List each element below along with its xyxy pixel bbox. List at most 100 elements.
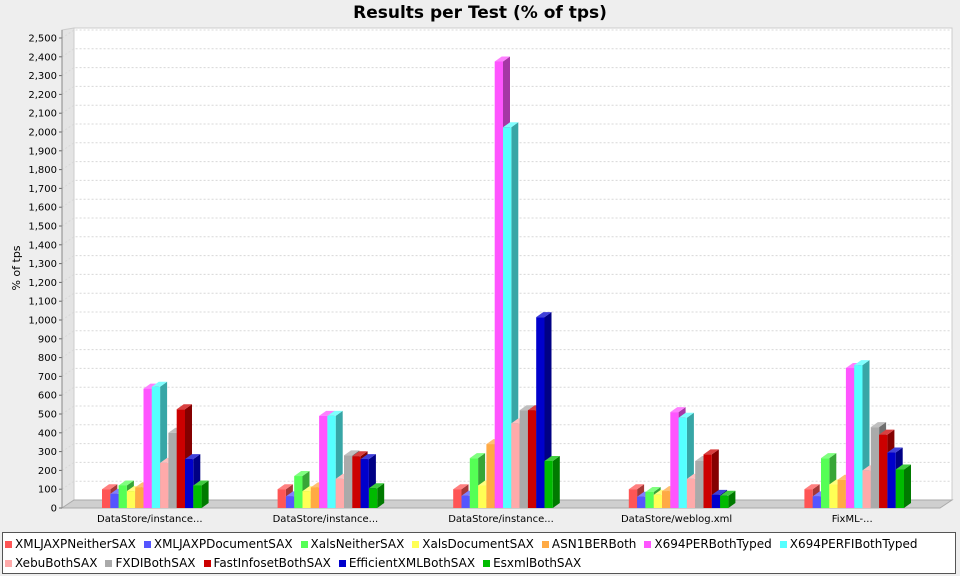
bar-top (670, 407, 686, 413)
legend-swatch (541, 540, 549, 548)
gridline (61, 255, 952, 265)
bar-top (494, 56, 510, 62)
legend-swatch (644, 540, 652, 548)
y-tick-label: 1,800 (28, 165, 57, 176)
bar-front (536, 317, 545, 508)
bar-top (193, 480, 209, 486)
bar-front (368, 488, 378, 508)
bar-front (678, 417, 687, 508)
bar-front (135, 487, 144, 508)
y-tick-label: 900 (38, 334, 57, 345)
y-tick-label: 1,600 (28, 203, 57, 214)
y-tick-label: 1,200 (28, 278, 57, 289)
bar-front (703, 454, 712, 508)
legend-item: FastInfosetBothSAX (203, 555, 331, 571)
bar-top (360, 454, 376, 460)
bar-front (494, 61, 503, 508)
bar-top (870, 422, 887, 428)
y-tick-label: 200 (38, 466, 57, 477)
bar-top (645, 487, 661, 493)
bar-top (319, 410, 335, 416)
bar-front (645, 492, 654, 508)
legend-label: X694PERFIBothTyped (789, 537, 918, 551)
bar-front (285, 496, 295, 508)
y-tick-label: 100 (38, 485, 57, 496)
gridline (61, 405, 952, 415)
y-tick-label: 500 (38, 410, 57, 421)
legend-label: XalsNeitherSAX (310, 537, 405, 551)
bars (102, 56, 911, 509)
legend-item: XalsDocumentSAX (412, 536, 534, 552)
x-category-label: DataStore/instance... (97, 514, 203, 525)
bar-front (294, 476, 303, 508)
y-tick-label: 2,300 (28, 71, 57, 82)
bar-front (143, 388, 152, 508)
bar-top (185, 454, 201, 460)
legend-item: ASN1BERBoth (541, 536, 636, 552)
bar (895, 464, 911, 508)
bar (368, 483, 385, 508)
bar-front (527, 410, 537, 508)
gridline (61, 123, 952, 133)
gridline (61, 179, 952, 189)
bar-front (486, 444, 495, 508)
bar-front (695, 461, 704, 508)
bar-top (469, 453, 486, 459)
y-tick-label: 700 (38, 372, 57, 383)
legend-swatch (483, 559, 491, 567)
bar-side (728, 490, 736, 508)
bar-front (511, 423, 520, 508)
bar-top (503, 122, 519, 128)
gridline (61, 142, 952, 152)
bar-top (879, 429, 895, 435)
bar-side (904, 464, 911, 508)
legend-item: XebuBothSAX (5, 555, 97, 571)
bar-top (821, 453, 837, 459)
legend-item: EfficientXMLBothSAX (338, 555, 475, 571)
bar-front (461, 495, 470, 508)
bar-top (327, 410, 343, 416)
bar-front (821, 458, 830, 508)
bar-top (368, 483, 385, 489)
bar-front (653, 494, 662, 508)
bar-front (628, 489, 638, 508)
bar-front (895, 469, 904, 508)
bar-top (176, 404, 192, 410)
legend-label: FXDIBothSAX (115, 556, 196, 570)
bar-front (804, 489, 813, 508)
plot-left-wall (61, 27, 75, 509)
y-axis-label: % of tps (10, 245, 23, 290)
y-tick-label: 2,000 (28, 128, 57, 139)
bar-top (895, 464, 911, 470)
gridline (61, 292, 952, 302)
bar-top (118, 480, 134, 486)
gridline (61, 236, 952, 246)
bar-top (453, 484, 469, 490)
gridline (61, 217, 952, 227)
bar-front (310, 487, 320, 508)
bar-front (335, 478, 344, 508)
gridline (61, 367, 952, 377)
x-category-label: FixML-... (832, 514, 873, 525)
gridline (61, 29, 952, 39)
y-tick-label: 1,700 (28, 184, 57, 195)
bar-top (854, 360, 870, 366)
legend-label: XebuBothSAX (15, 556, 98, 570)
gridline (61, 273, 952, 283)
bar-front (453, 489, 462, 508)
legend-item: FXDIBothSAX (105, 555, 196, 571)
y-tick-label: 600 (38, 391, 57, 402)
legend-swatch (412, 540, 420, 548)
legend-swatch (338, 559, 346, 567)
legend-items: XMLJAXPNeitherSAX XMLJAXPDocumentSAX XalsN… (5, 536, 953, 571)
gridlines (61, 29, 952, 490)
bar-front (662, 491, 671, 508)
y-tick-label: 1,300 (28, 259, 57, 270)
bar-front (544, 461, 553, 508)
bar-front (168, 432, 177, 508)
legend-label: EsxmlBothSAX (493, 556, 582, 570)
bar-front (151, 386, 161, 508)
bar-front (344, 455, 353, 508)
y-tick-label: 2,500 (28, 34, 57, 45)
y-tick-label: 1,500 (28, 222, 57, 233)
